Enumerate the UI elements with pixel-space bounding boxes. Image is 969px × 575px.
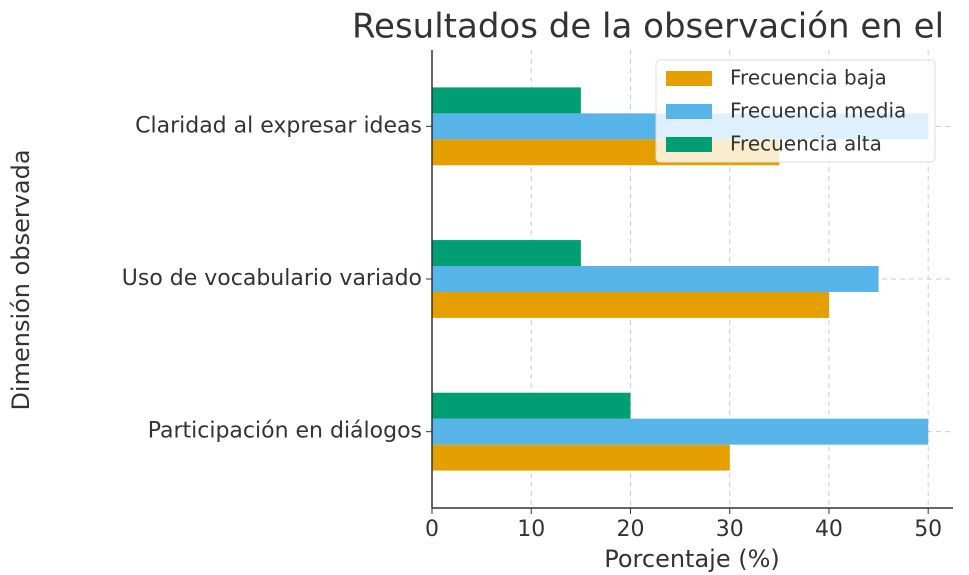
legend-swatch	[666, 71, 712, 86]
bar	[432, 444, 730, 471]
x-axis-label: Porcentaje (%)	[604, 545, 780, 573]
bar	[432, 87, 581, 114]
legend-swatch	[666, 104, 712, 119]
bar	[432, 291, 829, 318]
legend-box	[655, 59, 936, 163]
legend: Frecuencia baja Frecuencia media Frecuenci…	[655, 59, 936, 163]
x-tick-label: 0	[425, 517, 439, 542]
bar	[432, 266, 879, 292]
x-tick-label: 30	[716, 517, 744, 542]
x-tick-label: 20	[616, 517, 644, 542]
legend-label: Frecuencia baja	[730, 66, 887, 90]
legend-swatch	[666, 137, 712, 152]
y-tick-label: Participación en diálogos	[148, 419, 422, 444]
bar	[432, 418, 929, 445]
x-tick-label: 50	[914, 517, 942, 542]
legend-label: Frecuencia alta	[730, 132, 882, 156]
bar	[432, 240, 581, 267]
legend-label: Frecuencia media	[730, 99, 906, 123]
y-tick-label: Claridad al expresar ideas	[135, 113, 422, 138]
y-tick-label: Uso de vocabulario variado	[122, 266, 422, 291]
x-tick-label: 40	[815, 517, 843, 542]
chart-title: Resultados de la observación en el	[352, 7, 944, 47]
y-axis-label: Dimensión observada	[7, 149, 35, 410]
bar	[432, 392, 631, 419]
x-tick-label: 10	[517, 517, 545, 542]
